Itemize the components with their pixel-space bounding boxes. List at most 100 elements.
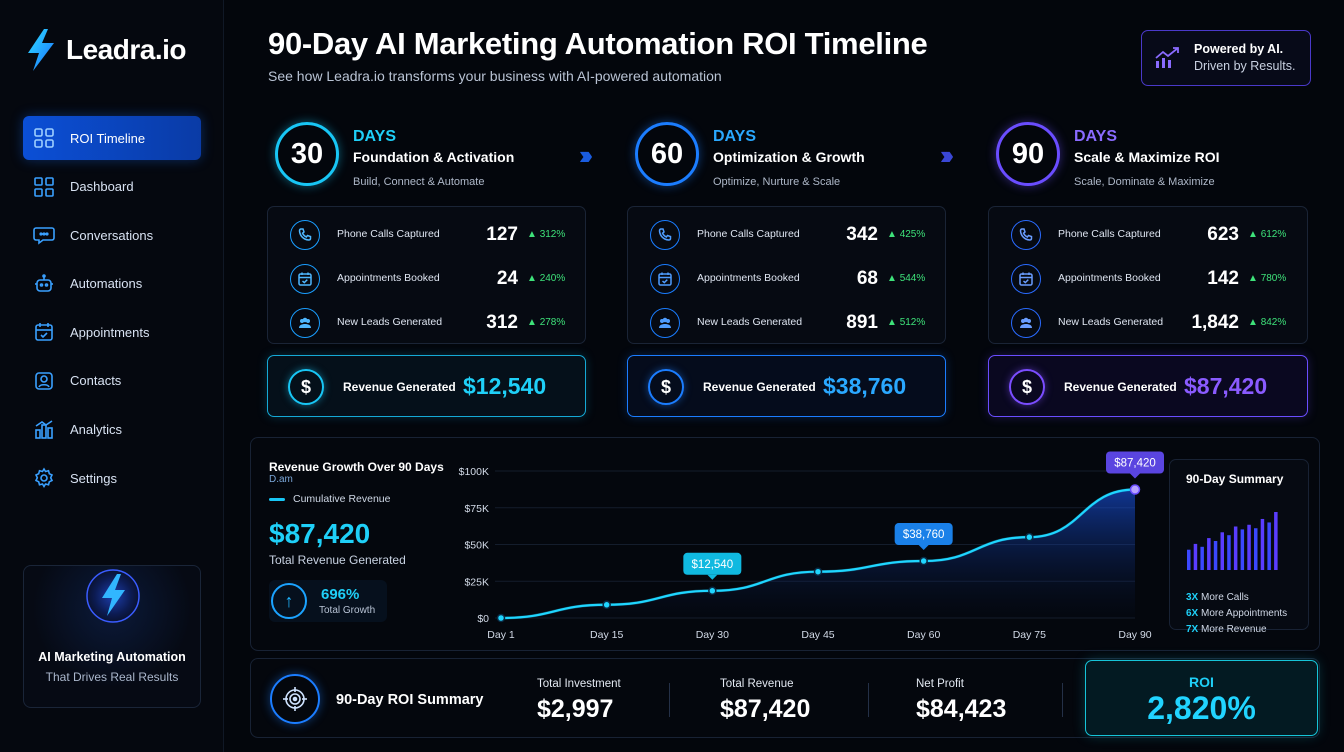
phase-title: Scale & Maximize ROI	[1074, 149, 1220, 165]
sidebar-item-label: Contacts	[70, 373, 122, 389]
growth-label: Total Growth	[319, 605, 376, 616]
growth-value: 425%	[899, 229, 926, 240]
revenue-label: Revenue Generated	[1064, 380, 1177, 394]
metric-growth: ▲ 612%	[1248, 229, 1287, 240]
callout-box	[894, 523, 953, 546]
stat-label: Total Revenue	[720, 678, 794, 690]
sidebar-item-appointments[interactable]: Appointments	[23, 310, 201, 354]
x-tick-label: Day 60	[907, 629, 940, 641]
summary-bar	[1220, 532, 1224, 570]
data-point	[813, 567, 823, 576]
summary-bar	[1267, 522, 1271, 570]
metric-row: New Leads Generated 312 ▲ 278%	[268, 298, 587, 342]
metric-growth: ▲ 780%	[1248, 273, 1287, 284]
phase-90-days: 90 DAYS Scale & Maximize ROI Scale, Domi…	[988, 118, 1308, 417]
callout-label: $38,760	[903, 529, 945, 541]
revenue-label: Revenue Generated	[343, 380, 456, 394]
sidebar-item-conversations[interactable]: Conversations	[23, 213, 201, 257]
revenue-card: $ Revenue Generated $38,760	[627, 355, 946, 417]
roi-label: ROI	[1189, 674, 1214, 690]
growth-value: 780%	[1260, 273, 1287, 284]
data-point	[708, 586, 717, 596]
metric-growth: ▲ 425%	[887, 229, 926, 240]
stat-value: $84,423	[916, 695, 1007, 723]
summary-bar	[1247, 524, 1251, 570]
metric-label: New Leads Generated	[337, 316, 443, 328]
stat-label: Total Investment	[537, 678, 621, 690]
users-icon	[650, 308, 680, 338]
summary-bar	[1187, 549, 1191, 570]
metric-growth: ▲ 842%	[1248, 317, 1287, 328]
sidebar-item-contacts[interactable]: Contacts	[23, 359, 201, 403]
phone-icon	[650, 220, 680, 250]
total-revenue-value: $87,420	[269, 518, 371, 549]
callout-pointer	[918, 545, 929, 551]
y-tick-label: $75K	[464, 503, 489, 515]
phase-number-ring: 30	[275, 122, 339, 186]
metric-value: 891	[846, 312, 878, 333]
users-icon	[290, 308, 320, 338]
badge-line-1: Powered by AI.	[1194, 42, 1284, 56]
calendar-icon	[33, 321, 55, 343]
revenue-label: Revenue Generated	[703, 380, 816, 394]
stat-value: $2,997	[537, 695, 614, 723]
x-tick-label: Day 15	[590, 629, 623, 641]
brand-logo[interactable]: Leadra.io	[24, 28, 186, 72]
calendar-icon	[650, 264, 680, 294]
promo-title: AI Marketing Automation	[38, 650, 186, 664]
y-tick-label: $100K	[459, 466, 489, 478]
sidebar-item-roi-timeline[interactable]: ROI Timeline	[23, 116, 201, 160]
sidebar-item-automations[interactable]: Automations	[23, 262, 201, 306]
metric-label: Phone Calls Captured	[1058, 228, 1161, 240]
summary-bar	[1193, 543, 1198, 570]
phase-subtitle: Build, Connect & Automate	[353, 176, 485, 188]
sidebar-nav: ROI Timeline Dashboard Conversations Aut…	[23, 116, 201, 505]
roi-summary-panel: 90-Day ROI Summary Total Investment $2,9…	[250, 658, 1320, 738]
sidebar-item-label: Appointments	[70, 324, 150, 340]
metric-label: Phone Calls Captured	[337, 228, 440, 240]
sidebar-item-label: Settings	[70, 470, 117, 486]
revenue-growth-panel: Revenue Growth Over 90 Days D.am Cumulat…	[250, 437, 1320, 651]
sidebar-item-dashboard[interactable]: Dashboard	[23, 165, 201, 209]
metric-growth: ▲ 278%	[527, 317, 566, 328]
data-point	[1129, 484, 1141, 495]
summary-text: More Revenue	[1201, 624, 1267, 635]
chart-legend: Cumulative Revenue	[269, 493, 390, 505]
sidebar-item-label: ROI Timeline	[70, 130, 146, 146]
summary-bar	[1227, 535, 1231, 570]
chevrons-right-icon: ›››	[579, 140, 593, 170]
metric-value: 127	[486, 224, 518, 245]
dollar-icon: $	[288, 369, 324, 405]
sidebar-item-analytics[interactable]: Analytics	[23, 408, 201, 452]
phase-metrics-card: Phone Calls Captured 623 ▲ 612% Appointm…	[988, 206, 1308, 344]
phase-metrics-card: Phone Calls Captured 342 ▲ 425% Appointm…	[627, 206, 946, 344]
sidebar-item-settings[interactable]: Settings	[23, 456, 201, 500]
chat-icon	[33, 224, 55, 246]
phase-title: Optimization & Growth	[713, 149, 865, 165]
revenue-card: $ Revenue Generated $12,540	[267, 355, 586, 417]
x-tick-label: Day 90	[1118, 629, 1151, 641]
roi-value: 2,820%	[1147, 690, 1256, 726]
phase-number-ring: 90	[996, 122, 1060, 186]
metric-row: Phone Calls Captured 342 ▲ 425%	[628, 210, 947, 254]
x-tick-label: Day 1	[487, 629, 515, 641]
phase-subtitle: Scale, Dominate & Maximize	[1074, 176, 1215, 188]
dollar-icon: $	[648, 369, 684, 405]
callout-pointer	[707, 574, 718, 580]
analytics-icon	[33, 419, 55, 441]
gear-icon	[33, 467, 55, 489]
phase-header: 60 DAYS Optimization & Growth Optimize, …	[627, 118, 947, 202]
series-area	[501, 489, 1135, 618]
chart-caption: D.am	[269, 474, 293, 485]
chart-title: Revenue Growth Over 90 Days	[269, 460, 444, 474]
summary-line: 6X More Appointments	[1186, 608, 1287, 619]
ninety-day-summary-card: 90-Day Summary 3X More Calls 6X More App…	[1169, 459, 1309, 635]
data-point	[602, 600, 611, 610]
growth-value: 278%	[539, 317, 566, 328]
brand-name: Leadra.io	[66, 34, 186, 65]
calendar-icon	[290, 264, 320, 294]
metric-value: 312	[486, 312, 518, 333]
summary-title: 90-Day Summary	[1186, 472, 1284, 486]
powered-by-badge: Powered by AI. Driven by Results.	[1141, 30, 1311, 86]
